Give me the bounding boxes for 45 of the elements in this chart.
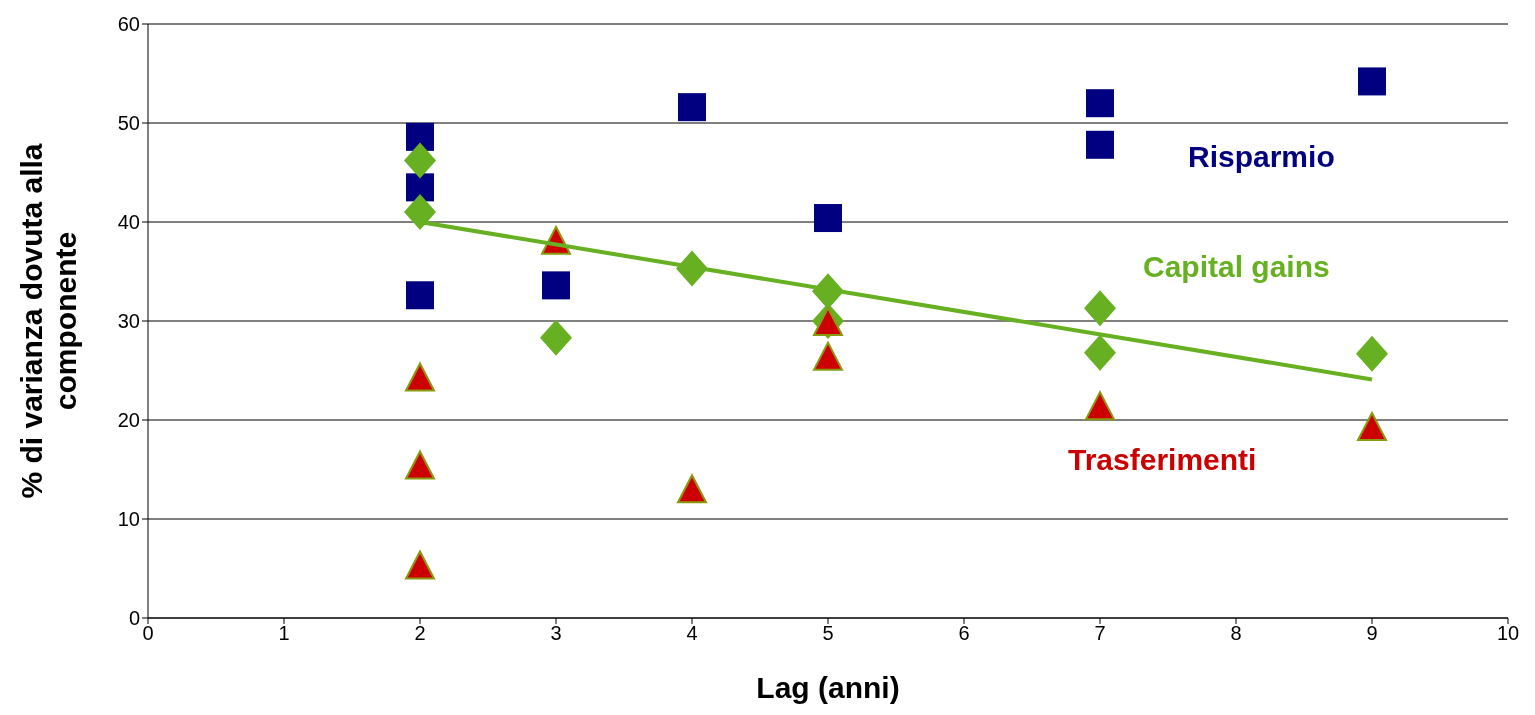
- point: [542, 271, 570, 300]
- y-tick-label: 60: [117, 13, 140, 36]
- point: [813, 341, 843, 371]
- x-tick-label: 2: [414, 622, 426, 645]
- point: [406, 122, 434, 151]
- point: [404, 194, 436, 231]
- x-tick-label: 6: [958, 622, 970, 645]
- y-axis-title: % di varianza dovuta alla componente: [15, 143, 82, 499]
- x-tick-label: 10: [1496, 622, 1520, 645]
- point: [406, 173, 434, 202]
- series-label: Capital gains: [1143, 250, 1330, 284]
- point: [814, 204, 842, 233]
- y-tick-label: 0: [128, 607, 140, 630]
- x-tick-label: 9: [1366, 622, 1378, 645]
- y-tick-label: 10: [117, 508, 140, 531]
- series-label: Trasferimenti: [1068, 443, 1257, 477]
- point: [1084, 290, 1116, 327]
- x-tick-label: 3: [550, 622, 562, 645]
- y-tick-label: 30: [117, 310, 140, 333]
- point: [1356, 335, 1388, 372]
- y-tick-label: 50: [117, 112, 140, 135]
- point: [1086, 89, 1114, 118]
- series-label: Risparmio: [1188, 140, 1335, 174]
- point: [405, 450, 435, 480]
- point: [1086, 130, 1114, 159]
- x-tick-label: 0: [142, 622, 154, 645]
- point: [540, 319, 572, 356]
- point: [405, 362, 435, 392]
- point: [405, 550, 435, 580]
- x-tick-label: 7: [1094, 622, 1106, 645]
- point: [1085, 391, 1115, 421]
- point: [678, 93, 706, 122]
- point: [1357, 411, 1387, 441]
- y-tick-label: 40: [117, 211, 140, 234]
- point: [677, 474, 707, 504]
- x-axis-title: Lag (anni): [756, 671, 900, 704]
- point: [404, 142, 436, 179]
- x-tick-label: 4: [686, 622, 698, 645]
- x-tick-label: 5: [822, 622, 834, 645]
- y-tick-label: 20: [117, 409, 140, 432]
- x-tick-label: 1: [278, 622, 290, 645]
- point: [406, 281, 434, 310]
- point: [1084, 334, 1116, 371]
- x-tick-label: 8: [1230, 622, 1242, 645]
- point: [1358, 67, 1386, 96]
